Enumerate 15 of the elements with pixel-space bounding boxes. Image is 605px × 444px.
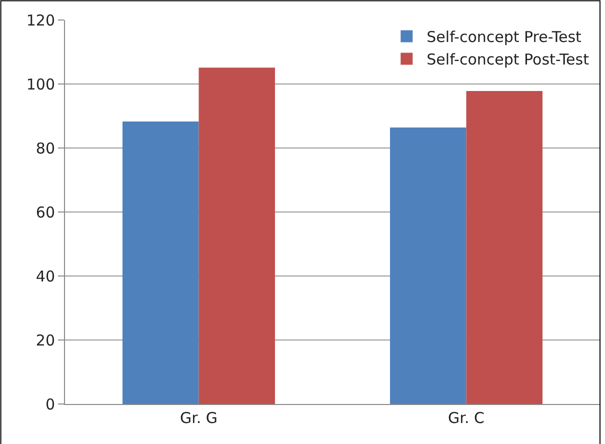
y-tick-label: 60 [36, 203, 55, 222]
y-tick-label: 20 [36, 331, 55, 350]
y-tick-label: 120 [26, 11, 55, 30]
y-tick-label: 80 [36, 139, 55, 158]
bar [122, 121, 199, 404]
y-tick-label: 40 [36, 267, 55, 286]
bar [198, 68, 275, 404]
legend-label: Self-concept Post-Test [426, 50, 590, 69]
legend-label: Self-concept Pre-Test [426, 28, 582, 46]
x-tick-label: Gr. C [448, 409, 484, 427]
bar [390, 128, 466, 404]
y-tick-label: 0 [45, 395, 55, 414]
y-tick-label: 100 [26, 75, 55, 94]
x-tick-label: Gr. G [180, 409, 218, 427]
bar [466, 91, 542, 404]
